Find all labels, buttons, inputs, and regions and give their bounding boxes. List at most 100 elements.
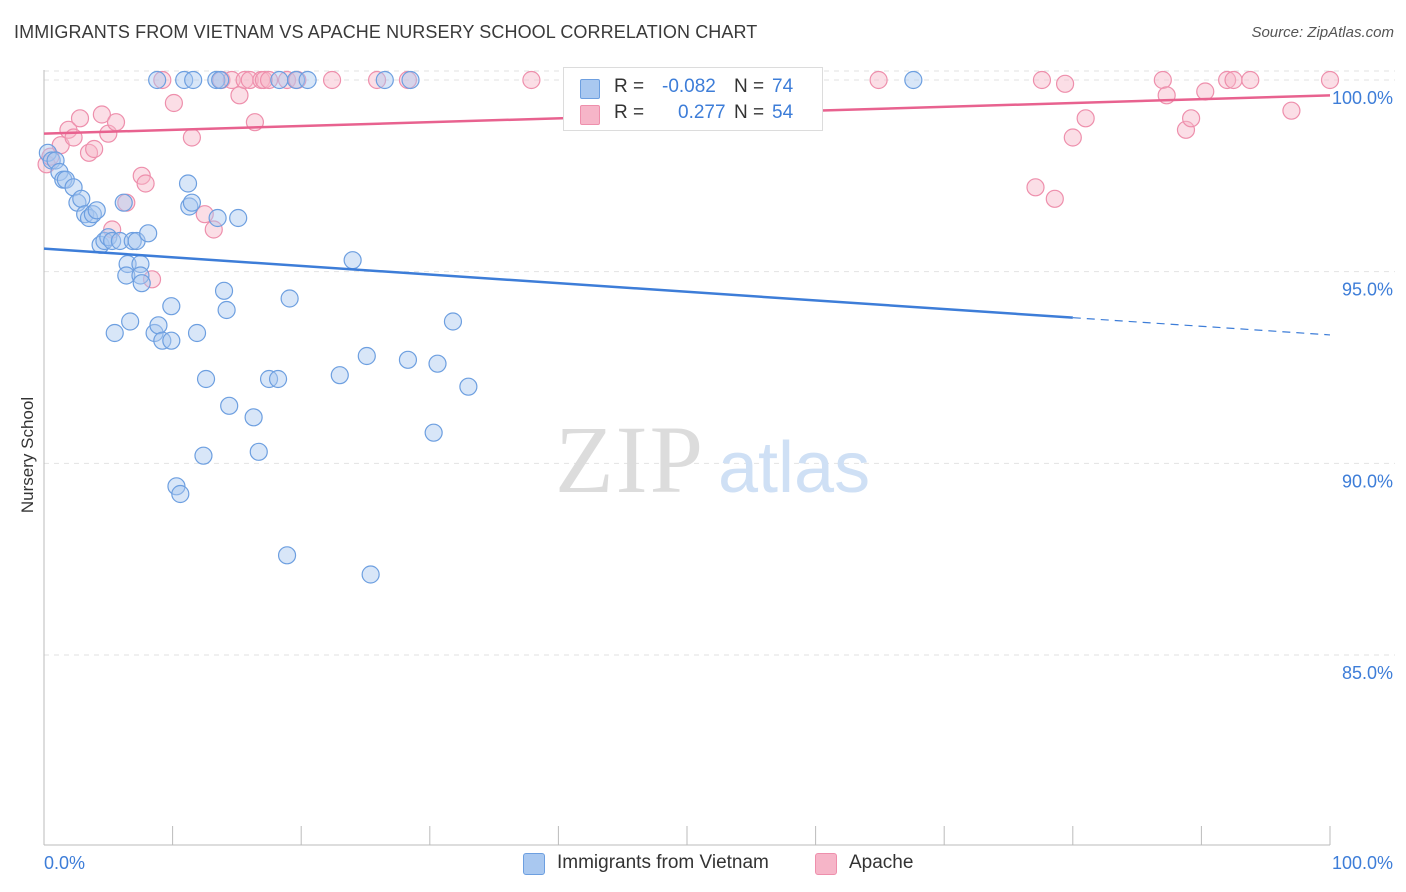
- apache-point: [1282, 101, 1301, 120]
- legend-n-value: 74: [772, 76, 794, 97]
- legend-r-label: R =: [614, 76, 645, 97]
- vietnam-point: [330, 366, 349, 385]
- vietnam-point: [904, 70, 923, 90]
- gridlines: [44, 70, 1395, 656]
- apache-point: [136, 174, 155, 193]
- vietnam-point: [149, 316, 168, 335]
- apache-point: [204, 220, 223, 239]
- apache-point: [1176, 120, 1196, 139]
- apache-point: [1045, 189, 1064, 208]
- vietnam-point: [208, 208, 227, 228]
- apache-point: [1055, 74, 1075, 93]
- vietnam-point: [280, 289, 299, 308]
- vietnam-point: [229, 208, 248, 228]
- legend-swatch-apache: [580, 105, 600, 125]
- vietnam-point: [56, 170, 75, 189]
- apache-point: [1026, 178, 1045, 197]
- vietnam-point: [194, 446, 213, 465]
- source-credit: Source: ZipAtlas.com: [1251, 24, 1394, 41]
- apache-point: [153, 70, 172, 90]
- legend-r-value: -0.082: [662, 76, 716, 97]
- y-tick-label: 95.0%: [1342, 280, 1393, 300]
- x-tick-labels: 0.0% 100.0%: [44, 853, 1393, 873]
- bottom-legend-swatch-vietnam: [523, 853, 545, 875]
- vietnam-point: [424, 423, 443, 442]
- vietnam-point: [184, 70, 203, 90]
- axes: [43, 70, 1331, 846]
- vietnam-point: [343, 251, 362, 270]
- vietnam-point: [211, 70, 230, 90]
- stats-legend: R = -0.082 N = 74 R = 0.277 N = 54: [563, 67, 823, 131]
- vietnam-point: [105, 323, 124, 343]
- vietnam-point: [217, 300, 236, 320]
- apache-point: [92, 105, 111, 124]
- legend-r-label: R =: [614, 102, 645, 123]
- x-tick-label: 0.0%: [44, 853, 85, 873]
- y-tick-label: 85.0%: [1342, 663, 1393, 683]
- vietnam-trend-extension: [1072, 317, 1331, 336]
- apache-point: [869, 70, 888, 90]
- vietnam-point: [114, 193, 133, 212]
- apache-point: [322, 70, 342, 90]
- vietnam-point: [117, 266, 136, 285]
- apache-point: [1224, 70, 1243, 90]
- legend-swatch-vietnam: [580, 79, 600, 99]
- vietnam-point: [268, 369, 288, 389]
- apache-point: [254, 70, 274, 90]
- legend-n-label: N =: [734, 102, 765, 123]
- x-tick-label: 100.0%: [1332, 853, 1393, 873]
- vietnam-point: [121, 312, 140, 331]
- chart-title: IMMIGRANTS FROM VIETNAM VS APACHE NURSER…: [14, 22, 758, 42]
- vietnam-point: [375, 70, 394, 90]
- vietnam-point: [148, 70, 167, 90]
- y-tick-label: 100.0%: [1332, 88, 1393, 108]
- vietnam-point: [196, 369, 216, 389]
- bottom-legend-label: Apache: [849, 852, 914, 873]
- vietnam-point: [361, 565, 380, 584]
- vietnam-point: [132, 274, 151, 293]
- vietnam-point: [401, 70, 420, 90]
- y-tick-labels: 85.0% 90.0% 95.0% 100.0%: [1332, 88, 1393, 683]
- apache-point: [85, 139, 104, 159]
- vietnam-point: [270, 70, 289, 90]
- apache-point: [1241, 70, 1260, 90]
- vietnam-point: [244, 408, 263, 427]
- apache-point: [259, 70, 279, 90]
- vietnam-point: [443, 312, 463, 331]
- vietnam-point: [46, 151, 65, 170]
- vietnam-point: [220, 396, 239, 415]
- apache-point: [164, 93, 183, 113]
- vietnam-point: [187, 323, 207, 343]
- apache-point: [1032, 70, 1052, 90]
- apache-point: [522, 70, 541, 90]
- watermark: ZIP atlas: [555, 406, 870, 513]
- vietnam-point: [277, 546, 297, 565]
- vietnam-point: [123, 231, 142, 251]
- apache-point: [70, 109, 90, 128]
- vietnam-point: [207, 70, 226, 90]
- vietnam-point: [428, 354, 447, 373]
- vietnam-point: [72, 189, 91, 208]
- vietnam-point: [249, 442, 268, 461]
- apache-point: [1196, 82, 1215, 101]
- vietnam-point: [162, 331, 181, 350]
- legend-n-value: 54: [772, 102, 794, 123]
- apache-point: [1063, 128, 1082, 147]
- apache-point: [367, 70, 387, 90]
- vietnam-point: [459, 377, 478, 396]
- apache-point: [1182, 109, 1201, 128]
- vietnam-point: [178, 174, 198, 193]
- apache-point: [182, 128, 201, 147]
- vietnam-point: [171, 484, 190, 504]
- apache-point: [230, 86, 249, 105]
- vietnam-point: [162, 297, 181, 316]
- vietnam-point: [87, 201, 106, 220]
- legend-n-label: N =: [734, 76, 765, 97]
- vietnam-point: [398, 350, 418, 369]
- vietnam-point: [298, 70, 317, 90]
- y-tick-label: 90.0%: [1342, 471, 1393, 491]
- vietnam-point: [357, 346, 376, 366]
- vietnam-point: [182, 193, 201, 212]
- bottom-legend-label: Immigrants from Vietnam: [557, 852, 769, 873]
